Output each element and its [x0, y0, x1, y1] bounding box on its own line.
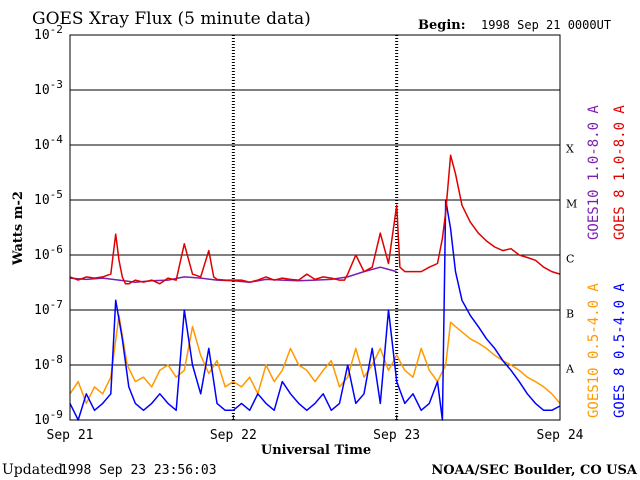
- y-tick-label: 10-9: [34, 408, 63, 428]
- chart-title: GOES Xray Flux (5 minute data): [32, 9, 311, 29]
- credit-text: NOAA/SEC Boulder, CO USA: [431, 463, 638, 478]
- y-tick-label: 10-5: [34, 188, 63, 208]
- plot-frame: [69, 34, 561, 421]
- updated-label: Updated: [2, 462, 63, 478]
- flare-class-b: B: [566, 308, 574, 321]
- flare-class-m: M: [566, 198, 577, 211]
- series-line-goes-8-0-5-4-0-a: [69, 199, 561, 421]
- x-axis-ticks: Sep 21 Sep 22 Sep 23 Sep 24: [47, 415, 584, 443]
- day-divider-lines: [231, 35, 399, 420]
- flare-class-a: A: [565, 363, 575, 376]
- begin-value: 1998 Sep 21 0000UT: [481, 18, 611, 32]
- flare-class-c: C: [566, 253, 574, 266]
- legend-entry: GOES 8 1.0-8.0 A: [612, 105, 628, 240]
- legend-entry: GOES10 0.5-4.0 A: [586, 283, 602, 418]
- series-layer: [69, 154, 561, 421]
- flare-class-labels: X M C B A: [565, 143, 577, 376]
- y-tick-label: 10-2: [34, 23, 63, 43]
- updated-value: 1998 Sep 23 23:56:03: [60, 463, 217, 478]
- legend-entry: GOES10 1.0-8.0 A: [586, 105, 602, 240]
- grid-lines: [70, 89, 560, 366]
- y-axis-title: Watts m-2: [11, 191, 26, 266]
- x-tick-label: Sep 21: [47, 428, 94, 443]
- y-tick-label: 10-3: [34, 78, 63, 98]
- begin-label: Begin:: [418, 18, 466, 33]
- x-tick-label: Sep 24: [537, 428, 584, 443]
- x-tick-label: Sep 23: [373, 428, 420, 443]
- legend: GOES10 1.0-8.0 A GOES 8 1.0-8.0 A GOES10 0…: [586, 105, 628, 418]
- y-tick-label: 10-7: [34, 298, 63, 318]
- series-line-goes10-0-5-4-0-a: [69, 314, 561, 405]
- series-line-goes-8-1-0-8-0-a: [69, 154, 561, 285]
- y-tick-label: 10-6: [34, 243, 63, 263]
- x-tick-label: Sep 22: [210, 428, 257, 443]
- flare-class-x: X: [566, 143, 574, 156]
- y-axis-ticks: 10-2 10-3 10-4 10-5 10-6 10-7 10-8 10-9: [34, 23, 75, 428]
- y-tick-label: 10-4: [34, 133, 63, 153]
- x-axis-title: Universal Time: [261, 443, 371, 458]
- legend-entry: GOES 8 0.5-4.0 A: [612, 283, 628, 418]
- y-tick-label: 10-8: [34, 353, 63, 373]
